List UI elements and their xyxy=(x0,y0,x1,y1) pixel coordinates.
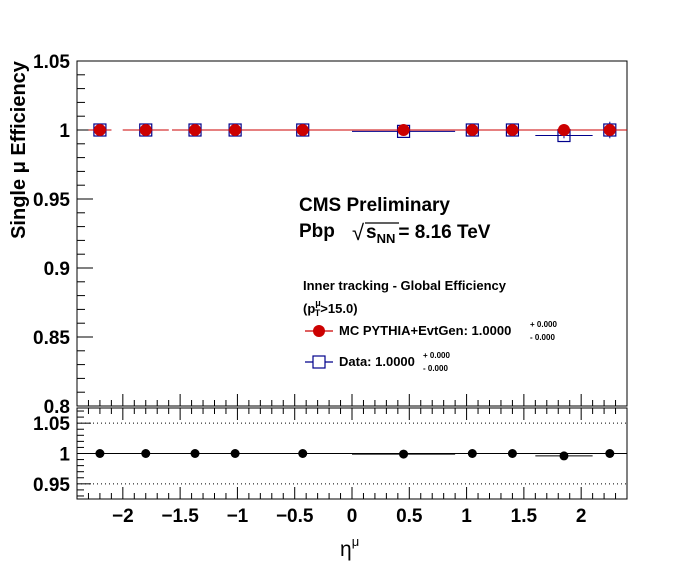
x-tick-label: −1.5 xyxy=(161,506,199,527)
ratio-y-axis: 0.95 1 1.05 xyxy=(33,410,91,497)
main-y-tick-label: 0.85 xyxy=(33,328,70,349)
svg-text:Data: 1.0000: Data: 1.0000 xyxy=(339,354,415,369)
ratio-series-layer xyxy=(88,449,627,461)
selection-label: Inner tracking - Global Efficiency xyxy=(303,278,507,293)
ratio-y-tick-label: 1 xyxy=(59,445,70,466)
main-y-tick-label: 0.8 xyxy=(44,397,70,418)
legend-data-err-down: - 0.000 xyxy=(423,364,448,373)
mc-point xyxy=(93,124,106,136)
collision-system-label: Pbp xyxy=(299,221,335,242)
energy-value: = 8.16 TeV xyxy=(398,222,490,243)
ratio-point xyxy=(507,449,517,458)
legend-mc-err-up: + 0.000 xyxy=(530,320,557,329)
mc-point xyxy=(229,124,242,136)
legend-mc-label: MC PYTHIA+EvtGen: 1.0000 xyxy=(339,323,511,338)
x-axis-label: ημ xyxy=(340,534,359,561)
x-tick-label: 0.5 xyxy=(396,506,423,527)
mc-point xyxy=(397,124,410,136)
mc-point xyxy=(506,124,519,136)
sqrt-symbol: √ xyxy=(352,220,365,245)
x-tick-label: 1.5 xyxy=(511,506,538,527)
main-y-axis: 0.8 0.85 0.9 0.95 1 1.05 xyxy=(33,52,93,418)
ratio-point xyxy=(467,449,477,458)
svg-text:sNN= 8.16 TeV: sNN = 8.16 TeV xyxy=(366,222,491,246)
main-y-tick-label: 1.05 xyxy=(33,52,70,73)
mc-point xyxy=(557,124,570,136)
mc-point xyxy=(603,124,616,136)
legend-mc-err-down: - 0.000 xyxy=(530,333,555,342)
mc-point xyxy=(466,124,479,136)
svg-text:MC PYTHIA+EvtGen: 1.0000: MC PYTHIA+EvtGen: 1.0000 xyxy=(339,323,511,338)
x-tick-label: −2 xyxy=(112,506,134,527)
ratio-point xyxy=(190,449,200,458)
main-series-layer xyxy=(88,121,627,143)
ratio-point xyxy=(399,449,409,459)
x-axis: −2 −1.5 −1 −0.5 0 0.5 1 1.5 2 xyxy=(76,394,628,527)
mc-point xyxy=(296,124,309,136)
ratio-point xyxy=(95,449,105,458)
x-tick-label: −0.5 xyxy=(276,506,314,527)
legend-entry-data: Data: 1.0000 + 0.000 - 0.000 xyxy=(305,351,450,373)
legend-entry-mc: MC PYTHIA+EvtGen: 1.0000 + 0.000 - 0.000 xyxy=(305,320,557,342)
ratio-y-tick-label: 1.05 xyxy=(33,414,70,435)
x-tick-label: 1 xyxy=(461,506,472,527)
mc-point xyxy=(189,124,202,136)
main-y-tick-label: 1 xyxy=(59,121,70,142)
mc-point xyxy=(139,124,152,136)
ratio-point xyxy=(605,449,615,458)
energy-label: √ sNN = 8.16 TeV xyxy=(352,220,491,246)
ratio-point xyxy=(298,449,308,458)
x-tick-label: 0 xyxy=(347,506,358,527)
x-tick-label: 2 xyxy=(576,506,587,527)
experiment-label: CMS Preliminary xyxy=(299,195,450,216)
ratio-y-tick-label: 0.95 xyxy=(33,475,70,496)
legend-mc-marker xyxy=(313,325,325,337)
pt-cut-label: (pμ T>15.0) xyxy=(303,298,358,318)
ratio-point xyxy=(141,449,151,458)
main-y-tick-label: 0.95 xyxy=(33,190,70,211)
legend-data-marker xyxy=(312,355,326,369)
legend-data-err-up: + 0.000 xyxy=(423,351,450,360)
ratio-point xyxy=(559,451,569,461)
x-tick-label: −1 xyxy=(227,506,249,527)
y-axis-label: Single μ Efficiency xyxy=(8,60,30,239)
legend: MC PYTHIA+EvtGen: 1.0000 + 0.000 - 0.000… xyxy=(305,320,557,373)
main-y-tick-label: 0.9 xyxy=(44,259,70,280)
energy-subscript: NN xyxy=(377,231,396,246)
legend-data-label: Data: 1.0000 xyxy=(339,354,415,369)
energy-variable: s xyxy=(366,222,377,243)
ratio-point xyxy=(230,449,240,458)
